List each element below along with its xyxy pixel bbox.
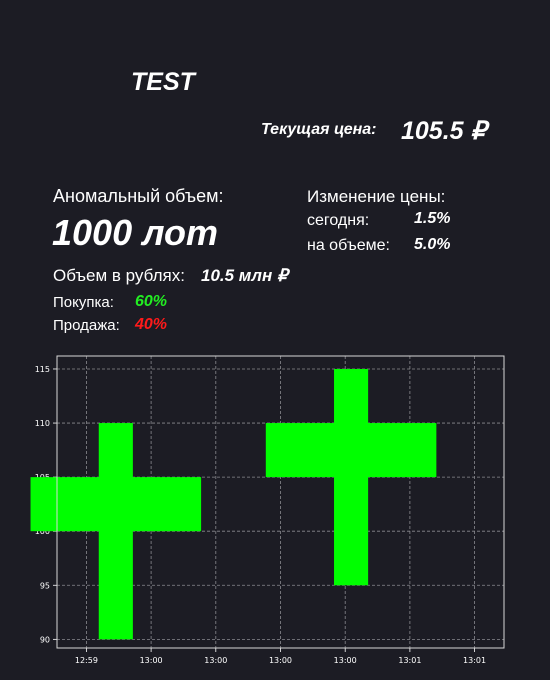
anomaly-volume-label: Аномальный объем: — [53, 186, 224, 206]
y-tick-label: 100 — [35, 527, 50, 536]
current-price-label: Текущая цена: — [261, 121, 377, 138]
candlestick-chart: 909510010511011512:5913:0013:0013:0013:0… — [30, 355, 505, 665]
x-tick-label: 13:00 — [204, 656, 227, 665]
rub-volume-label: Объем в рублях: — [53, 266, 185, 285]
candle-body — [30, 477, 202, 532]
y-tick-label: 115 — [35, 365, 50, 374]
x-tick-label: 13:01 — [463, 656, 486, 665]
ticker-symbol: TEST — [131, 68, 195, 96]
candle-body — [265, 423, 437, 478]
current-price-value: 105.5 ₽ — [401, 117, 487, 145]
buy-percent: 60% — [135, 293, 168, 310]
volume-change-value: 5.0% — [414, 236, 451, 253]
plot-frame — [56, 355, 505, 649]
x-tick-label: 13:00 — [269, 656, 292, 665]
rub-volume-value: 10.5 млн ₽ — [201, 266, 288, 285]
y-tick-label: 95 — [40, 581, 50, 590]
x-tick-label: 12:59 — [75, 656, 98, 665]
volume-change-label: на объеме: — [307, 237, 390, 254]
sell-label: Продажа: — [53, 317, 120, 334]
x-tick-label: 13:00 — [140, 656, 163, 665]
y-tick-label: 110 — [35, 419, 50, 428]
today-change-label: сегодня: — [307, 212, 370, 229]
x-tick-label: 13:01 — [398, 656, 421, 665]
today-change-value: 1.5% — [414, 210, 451, 227]
sell-percent: 40% — [135, 316, 168, 333]
anomaly-volume-value: 1000 лот — [52, 212, 219, 253]
price-change-label: Изменение цены: — [307, 187, 446, 206]
buy-label: Покупка: — [53, 294, 114, 311]
x-tick-label: 13:00 — [334, 656, 357, 665]
y-tick-label: 90 — [40, 635, 50, 644]
